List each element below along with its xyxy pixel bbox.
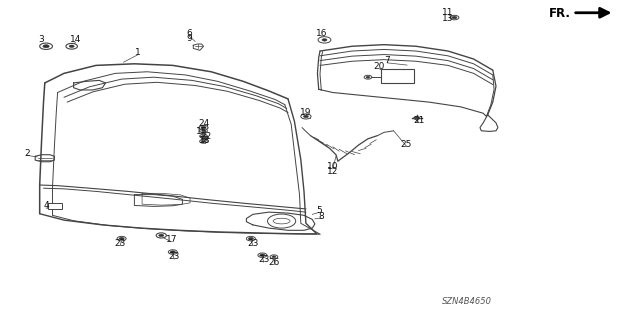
Text: 24: 24: [198, 119, 209, 128]
Text: 18: 18: [199, 137, 211, 145]
Text: SZN4B4650: SZN4B4650: [442, 297, 492, 306]
Circle shape: [69, 45, 74, 48]
Circle shape: [119, 237, 124, 240]
Circle shape: [366, 76, 370, 78]
Text: 12: 12: [327, 167, 339, 176]
Circle shape: [246, 236, 255, 241]
Circle shape: [200, 129, 207, 133]
Text: 19: 19: [300, 108, 312, 117]
Circle shape: [200, 139, 207, 143]
Circle shape: [117, 236, 126, 241]
Circle shape: [450, 15, 459, 20]
Circle shape: [199, 125, 208, 130]
Circle shape: [413, 116, 420, 120]
Text: 4: 4: [44, 201, 49, 210]
Circle shape: [322, 39, 327, 41]
Circle shape: [43, 45, 49, 48]
Circle shape: [248, 237, 253, 240]
Text: 26: 26: [268, 258, 280, 267]
Text: 21: 21: [413, 116, 425, 125]
Circle shape: [168, 250, 177, 254]
Text: 14: 14: [70, 35, 81, 44]
Text: 23: 23: [115, 239, 126, 248]
Text: 22: 22: [200, 132, 212, 141]
Circle shape: [201, 126, 206, 129]
Circle shape: [452, 16, 457, 19]
Circle shape: [303, 115, 308, 118]
Text: 1: 1: [135, 48, 140, 57]
Text: 23: 23: [258, 256, 269, 264]
Circle shape: [156, 233, 166, 238]
Circle shape: [268, 214, 296, 228]
Circle shape: [258, 253, 267, 257]
Circle shape: [202, 140, 205, 142]
Circle shape: [321, 38, 328, 42]
Bar: [381, 69, 414, 83]
Text: 5: 5: [316, 206, 321, 215]
Circle shape: [364, 75, 372, 79]
Text: 6: 6: [186, 29, 191, 38]
Circle shape: [202, 135, 205, 137]
Text: 15: 15: [196, 127, 207, 136]
Circle shape: [159, 234, 164, 237]
Text: 7: 7: [385, 56, 390, 65]
Bar: [48, 203, 62, 209]
Text: 20: 20: [373, 62, 385, 71]
Circle shape: [66, 43, 77, 49]
Circle shape: [260, 254, 265, 256]
Text: 25: 25: [401, 140, 412, 149]
Text: 23: 23: [247, 239, 259, 248]
Circle shape: [200, 134, 207, 138]
Circle shape: [40, 43, 52, 49]
Text: FR.: FR.: [549, 7, 571, 20]
Text: 11: 11: [442, 8, 454, 17]
Text: 23: 23: [168, 252, 180, 261]
Text: 13: 13: [442, 14, 454, 23]
Text: 17: 17: [166, 235, 177, 244]
Text: 8: 8: [319, 212, 324, 221]
Text: 9: 9: [186, 34, 191, 43]
Circle shape: [272, 256, 276, 258]
Circle shape: [170, 251, 175, 253]
Text: 16: 16: [316, 29, 327, 38]
Circle shape: [202, 130, 205, 132]
Text: 2: 2: [24, 149, 29, 158]
Circle shape: [318, 37, 331, 43]
Text: 3: 3: [39, 35, 44, 44]
Circle shape: [301, 114, 311, 119]
Circle shape: [270, 255, 278, 259]
Text: 10: 10: [327, 162, 339, 171]
